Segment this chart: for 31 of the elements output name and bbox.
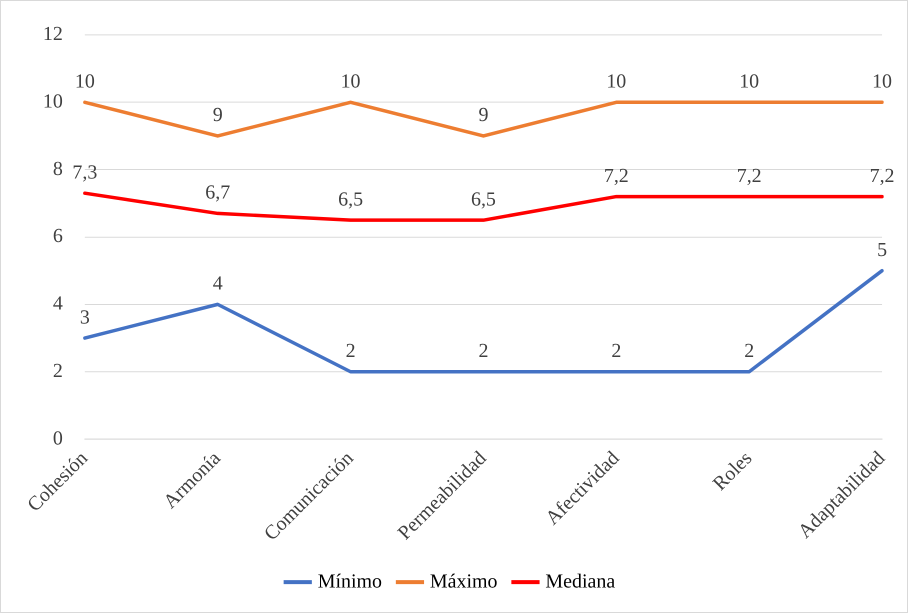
data-label: 7,2 [736, 164, 762, 187]
y-tick-label: 12 [42, 23, 63, 46]
y-tick-label: 6 [52, 225, 63, 248]
data-label: 2 [478, 340, 488, 362]
y-tick-label: 0 [52, 427, 63, 450]
y-tick-label: 10 [42, 90, 63, 112]
data-label: 6,5 [470, 188, 496, 210]
y-tick-label: 2 [52, 360, 63, 382]
y-tick-label: 4 [52, 292, 63, 315]
data-label: 2 [346, 340, 356, 362]
legend-label: Mínimo [318, 570, 382, 592]
data-label: 6,5 [338, 188, 364, 210]
data-label: 9 [478, 104, 488, 126]
legend-label: Máximo [430, 570, 498, 592]
data-label: 7,2 [604, 164, 629, 187]
data-label: 10 [872, 70, 892, 93]
data-label: 6,7 [205, 182, 230, 204]
data-label: 10 [74, 70, 95, 93]
data-label: 2 [744, 340, 754, 362]
data-label: 7,2 [870, 164, 895, 187]
data-label: 4 [212, 272, 223, 295]
data-label: 7,3 [72, 162, 98, 184]
y-tick-label: 8 [52, 158, 63, 180]
data-label: 9 [212, 104, 223, 126]
data-label: 10 [739, 70, 760, 93]
data-label: 3 [80, 306, 90, 328]
data-label: 10 [340, 70, 361, 93]
data-label: 10 [606, 70, 626, 93]
data-label: 2 [611, 340, 622, 362]
data-label: 5 [877, 238, 888, 261]
legend-label: Mediana [545, 570, 616, 592]
